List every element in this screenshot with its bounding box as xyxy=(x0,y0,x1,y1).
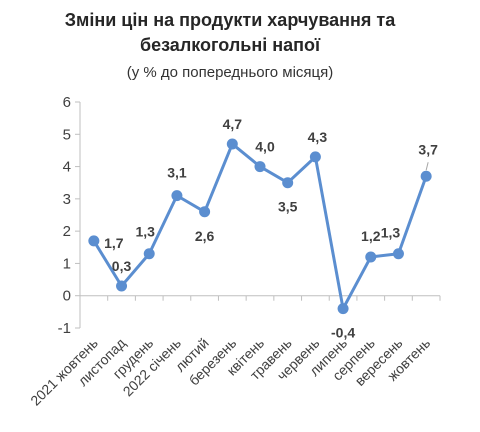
data-point xyxy=(226,138,238,150)
y-tick-label: 3 xyxy=(63,191,71,208)
data-point xyxy=(337,303,349,315)
data-label: 4,0 xyxy=(255,139,275,155)
y-tick-label: -1 xyxy=(58,320,71,337)
chart-title-line-1: Зміни цін на продукти харчування та xyxy=(64,10,396,30)
data-label: 4,3 xyxy=(308,129,328,145)
chart-axes: -1 0 1 2 3 4 5 6 xyxy=(58,94,441,337)
data-point xyxy=(143,248,155,260)
data-label: 2,6 xyxy=(195,228,215,244)
data-label: 0,3 xyxy=(112,258,132,274)
data-label: 1,3 xyxy=(135,224,155,240)
data-point xyxy=(199,206,211,218)
y-tick-label: 5 xyxy=(63,126,71,143)
chart-series xyxy=(88,138,432,315)
data-point xyxy=(88,235,100,247)
y-tick-label: 4 xyxy=(63,159,71,176)
chart-title-line-2: безалкогольні напої xyxy=(139,35,321,55)
data-point xyxy=(392,248,404,260)
data-label: 1,7 xyxy=(104,235,124,251)
data-point xyxy=(282,177,294,189)
data-label: 1,2 xyxy=(361,228,381,244)
data-label: 3,7 xyxy=(418,141,438,157)
data-point xyxy=(309,151,321,163)
chart-subtitle: (у % до попереднього місяця) xyxy=(126,64,334,81)
y-tick-label: 6 xyxy=(63,94,71,111)
data-label: 4,7 xyxy=(223,116,243,132)
y-tick-label: 2 xyxy=(63,223,71,240)
y-tick-label: 0 xyxy=(63,288,71,305)
data-point xyxy=(254,161,266,173)
data-label: 1,3 xyxy=(381,225,401,241)
data-label: 3,5 xyxy=(278,199,298,215)
data-label: -0,4 xyxy=(331,325,355,341)
data-point xyxy=(365,251,377,263)
data-point xyxy=(420,170,432,182)
y-tick-label: 1 xyxy=(63,255,71,272)
data-point xyxy=(116,280,128,292)
chart-title: Зміни цін на продукти харчування та беза… xyxy=(0,8,460,58)
data-label-leader-line xyxy=(425,162,429,171)
data-point xyxy=(171,190,183,202)
chart-data-labels: 1,70,31,33,12,64,74,03,54,3-0,41,2 1,33,7 xyxy=(104,116,438,341)
data-label: 3,1 xyxy=(167,165,187,181)
